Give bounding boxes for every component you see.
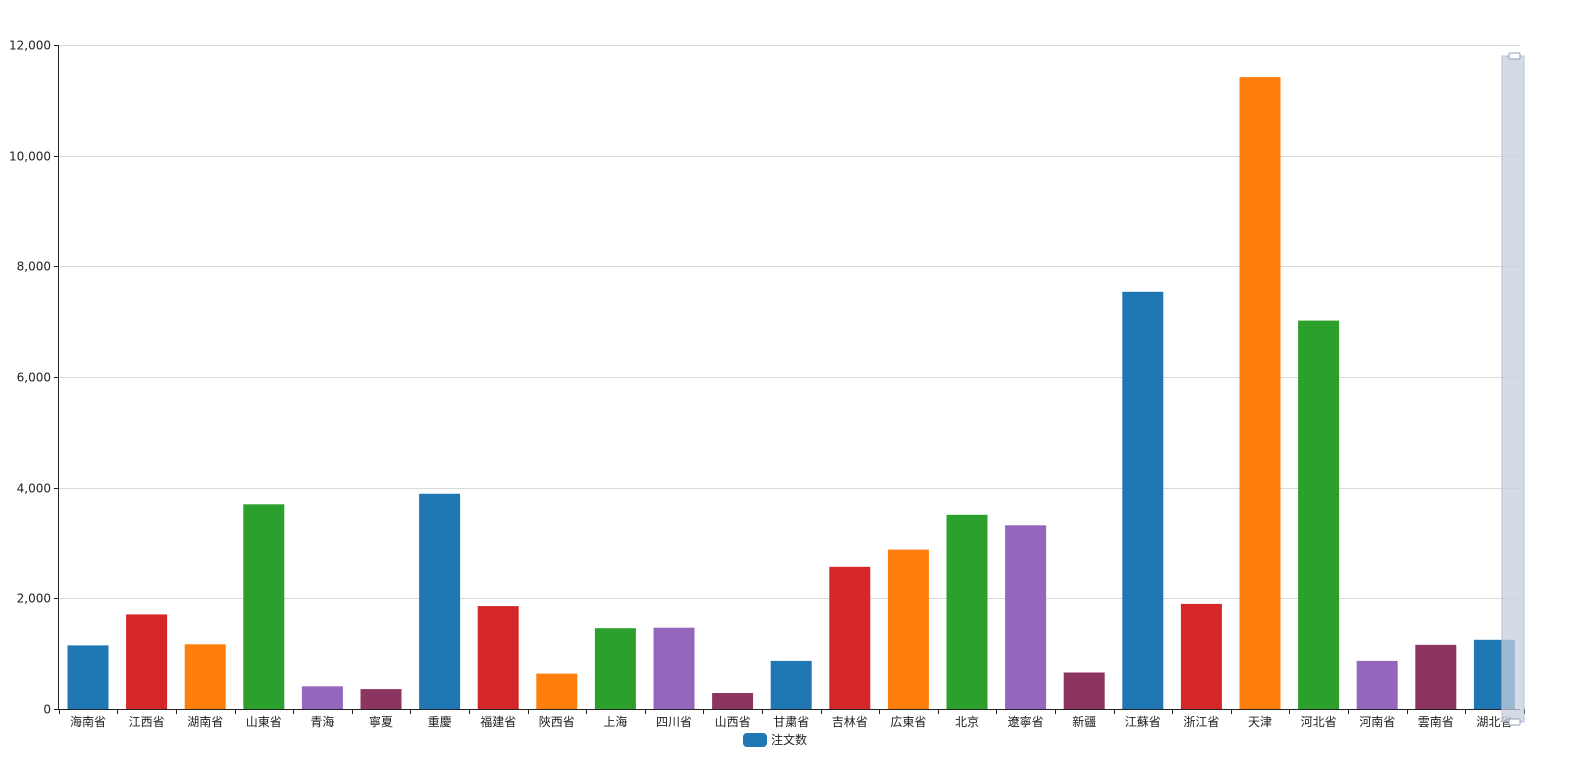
- bar-22[interactable]: [1356, 660, 1398, 709]
- x-tick-label: 湖南省: [187, 714, 223, 729]
- bar-13[interactable]: [829, 566, 871, 709]
- y-tick-label: 4,000: [17, 482, 51, 496]
- scrollbar-bottom-handle[interactable]: [1508, 718, 1521, 726]
- bar-19[interactable]: [1180, 603, 1222, 709]
- bar-15[interactable]: [946, 514, 988, 709]
- bar-11[interactable]: [712, 693, 754, 709]
- bar-21[interactable]: [1298, 320, 1340, 709]
- legend[interactable]: 注文数: [743, 732, 807, 747]
- y-tick-label: 10,000: [9, 150, 51, 164]
- y-tick-label: 12,000: [9, 39, 51, 53]
- x-tick-label: 山西省: [715, 715, 751, 729]
- y-tick-label: 6,000: [17, 371, 51, 385]
- bar-20[interactable]: [1239, 77, 1281, 710]
- x-tick-label: 山東省: [246, 715, 282, 729]
- bar-10[interactable]: [653, 627, 695, 709]
- bar-9[interactable]: [594, 628, 636, 709]
- y-tick-label: 0: [43, 703, 51, 717]
- y-tick-label: 8,000: [17, 260, 51, 274]
- x-tick-label: 河南省: [1359, 714, 1395, 729]
- x-tick-label: 北京: [955, 715, 979, 729]
- y-axis: 0 2,000 4,000 6,000 8,000 10,000 12,000: [9, 39, 59, 717]
- bar-17[interactable]: [1063, 672, 1105, 710]
- bar-1[interactable]: [126, 614, 168, 709]
- x-tick-label: 江西省: [129, 715, 165, 729]
- x-tick-label: 浙江省: [1183, 715, 1219, 729]
- scrollbar-track[interactable]: [1501, 55, 1525, 723]
- bar-3[interactable]: [243, 504, 285, 709]
- bar-12[interactable]: [770, 660, 812, 709]
- bar-7[interactable]: [477, 606, 519, 709]
- bar-5[interactable]: [360, 689, 402, 709]
- x-tick-label: 寧夏: [369, 714, 393, 729]
- x-tick-label: 広東省: [890, 715, 926, 729]
- y-tick-label: 2,000: [17, 592, 51, 606]
- x-axis: 海南省 江西省 湖南省 山東省 青海 寧夏 重慶 福建省 陜西省 上海 四川省 山西省 甘粛省 吉林省 広東…: [58, 709, 1525, 729]
- bar-4[interactable]: [301, 686, 343, 709]
- x-tick-label: 甘粛省: [773, 715, 809, 729]
- x-tick-label: 重慶: [428, 715, 452, 729]
- x-tick-label: 吉林省: [832, 715, 868, 729]
- x-tick-label: 福建省: [480, 714, 516, 729]
- bar-16[interactable]: [1005, 525, 1047, 709]
- x-tick-label: 新疆: [1072, 714, 1096, 729]
- x-tick-label: 天津: [1248, 715, 1272, 729]
- x-tick-label: 青海: [310, 714, 334, 729]
- bar-2[interactable]: [184, 644, 226, 709]
- bar-0[interactable]: [67, 645, 109, 709]
- vertical-scrollbar[interactable]: [1501, 52, 1525, 726]
- x-tick-label: 江蘇省: [1125, 715, 1161, 729]
- bar-18[interactable]: [1122, 291, 1164, 709]
- x-tick-label: 四川省: [656, 715, 692, 729]
- bar-8[interactable]: [536, 673, 578, 709]
- bar-14[interactable]: [887, 549, 929, 709]
- legend-label[interactable]: 注文数: [771, 732, 807, 747]
- x-tick-label: 陜西省: [539, 714, 575, 729]
- x-tick-label: 河北省: [1301, 715, 1337, 729]
- scrollbar-top-handle[interactable]: [1508, 52, 1521, 60]
- legend-swatch[interactable]: [743, 733, 767, 747]
- x-tick-label: 海南省: [70, 714, 106, 729]
- x-tick-label: 雲南省: [1418, 714, 1454, 729]
- bar-23[interactable]: [1415, 644, 1457, 709]
- bar-6[interactable]: [419, 493, 461, 709]
- x-tick-label: 遼寧省: [1008, 714, 1044, 729]
- x-tick-label: 上海: [603, 714, 627, 729]
- bars: [67, 77, 1515, 710]
